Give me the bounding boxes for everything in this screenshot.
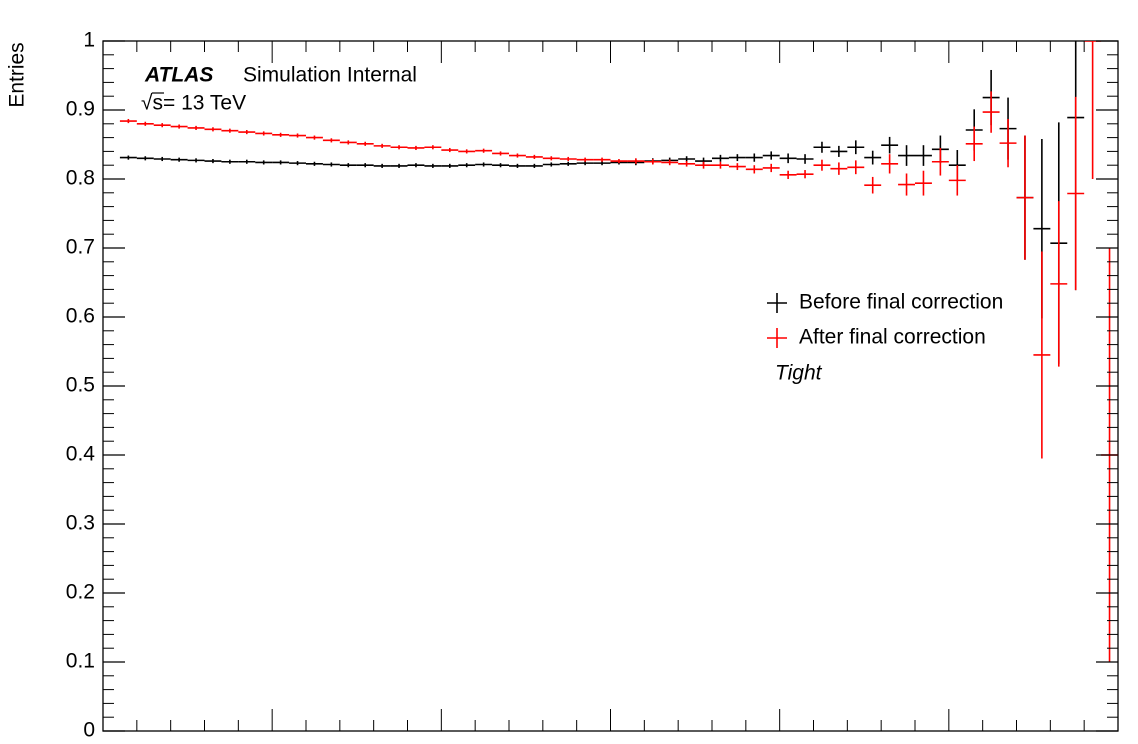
y-tick-label: 0.6 <box>66 305 95 328</box>
y-tick-label: 0.2 <box>66 581 95 604</box>
plot-area <box>119 41 1118 662</box>
y-tick-label: 1 <box>83 29 95 52</box>
y-tick-label: 0.1 <box>66 650 95 673</box>
atlas-label: ATLAS <box>144 64 213 87</box>
y-tick-label: 0.4 <box>66 443 96 466</box>
y-tick-label: 0 <box>83 719 95 742</box>
y-tick-label: 0.9 <box>66 98 95 121</box>
y-axis-label: Entries <box>6 42 29 107</box>
energy-label: √s= 13 TeV <box>141 92 246 115</box>
selection-label: Tight <box>775 362 823 385</box>
legend-label: Before final correction <box>799 291 1003 314</box>
y-tick-label: 0.7 <box>66 236 95 259</box>
y-tick-label: 0.3 <box>66 512 95 535</box>
legend-label: After final correction <box>799 326 986 349</box>
simulation-label: Simulation Internal <box>243 64 417 87</box>
y-tick-label: 0.8 <box>66 167 95 190</box>
y-tick-label: 0.5 <box>66 374 95 397</box>
